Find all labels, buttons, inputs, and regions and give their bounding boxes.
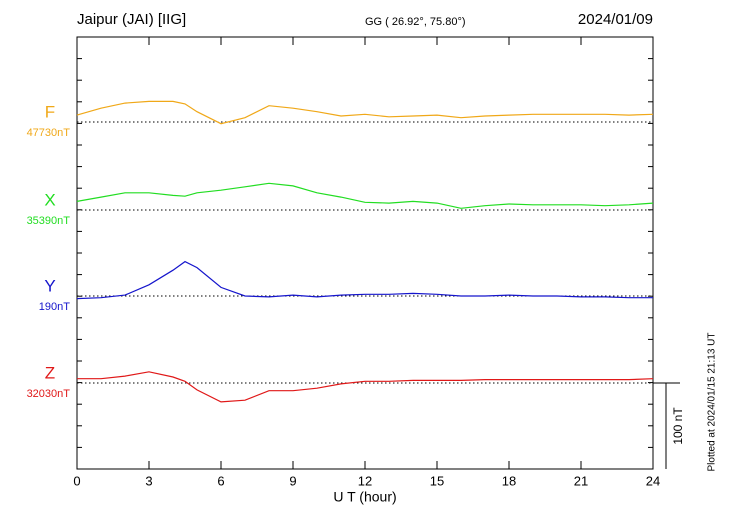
plot-note: Plotted at 2024/01/15 21:13 UT [707,333,718,472]
series-name: X [44,190,55,209]
trace [76,100,654,125]
x-tick-label: 9 [289,473,296,488]
x-tick-label: 18 [502,473,516,488]
trace [77,371,654,403]
series-name: Z [45,363,55,382]
trace [76,182,654,209]
series-name: F [45,102,55,121]
baseline-label: 190nT [39,301,70,313]
x-tick-label: 3 [145,473,152,488]
baseline-label: 35390nT [27,215,71,227]
series-name: Y [44,276,55,295]
x-tick-label: 6 [217,473,224,488]
baseline-label: 32030nT [27,388,71,400]
x-tick-label: 0 [73,473,80,488]
scale-bar-label: 100 nT [671,407,685,445]
x-tick-label: 21 [574,473,588,488]
x-tick-label: 12 [358,473,372,488]
x-axis-label: U T (hour) [333,489,396,505]
trace [76,260,653,300]
x-tick-label: 24 [646,473,660,488]
date: 2024/01/09 [578,11,653,28]
x-tick-label: 15 [430,473,444,488]
chart-title: Jaipur (JAI) [IIG] [77,11,186,28]
baseline-label: 47730nT [27,127,71,139]
coordinates: GG ( 26.92°, 75.80°) [365,16,466,28]
